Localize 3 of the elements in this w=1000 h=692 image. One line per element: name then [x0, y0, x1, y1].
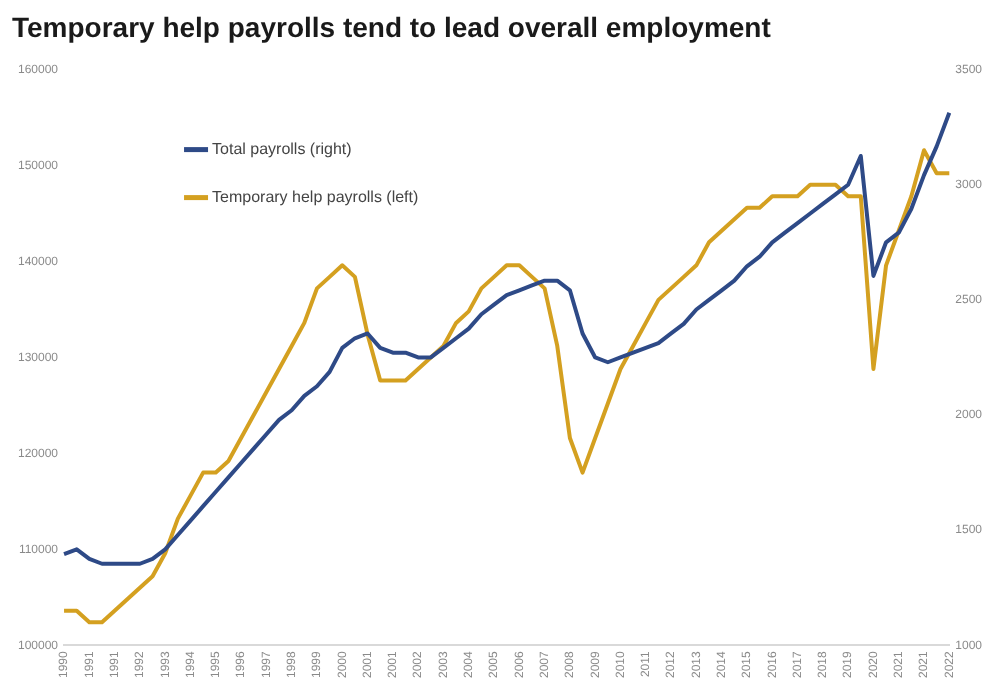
chart-title: Temporary help payrolls tend to lead overall employment: [12, 10, 772, 43]
legend-label: Temporary help payrolls (left): [212, 188, 420, 207]
legend-label: Total payrolls (right): [212, 140, 353, 159]
